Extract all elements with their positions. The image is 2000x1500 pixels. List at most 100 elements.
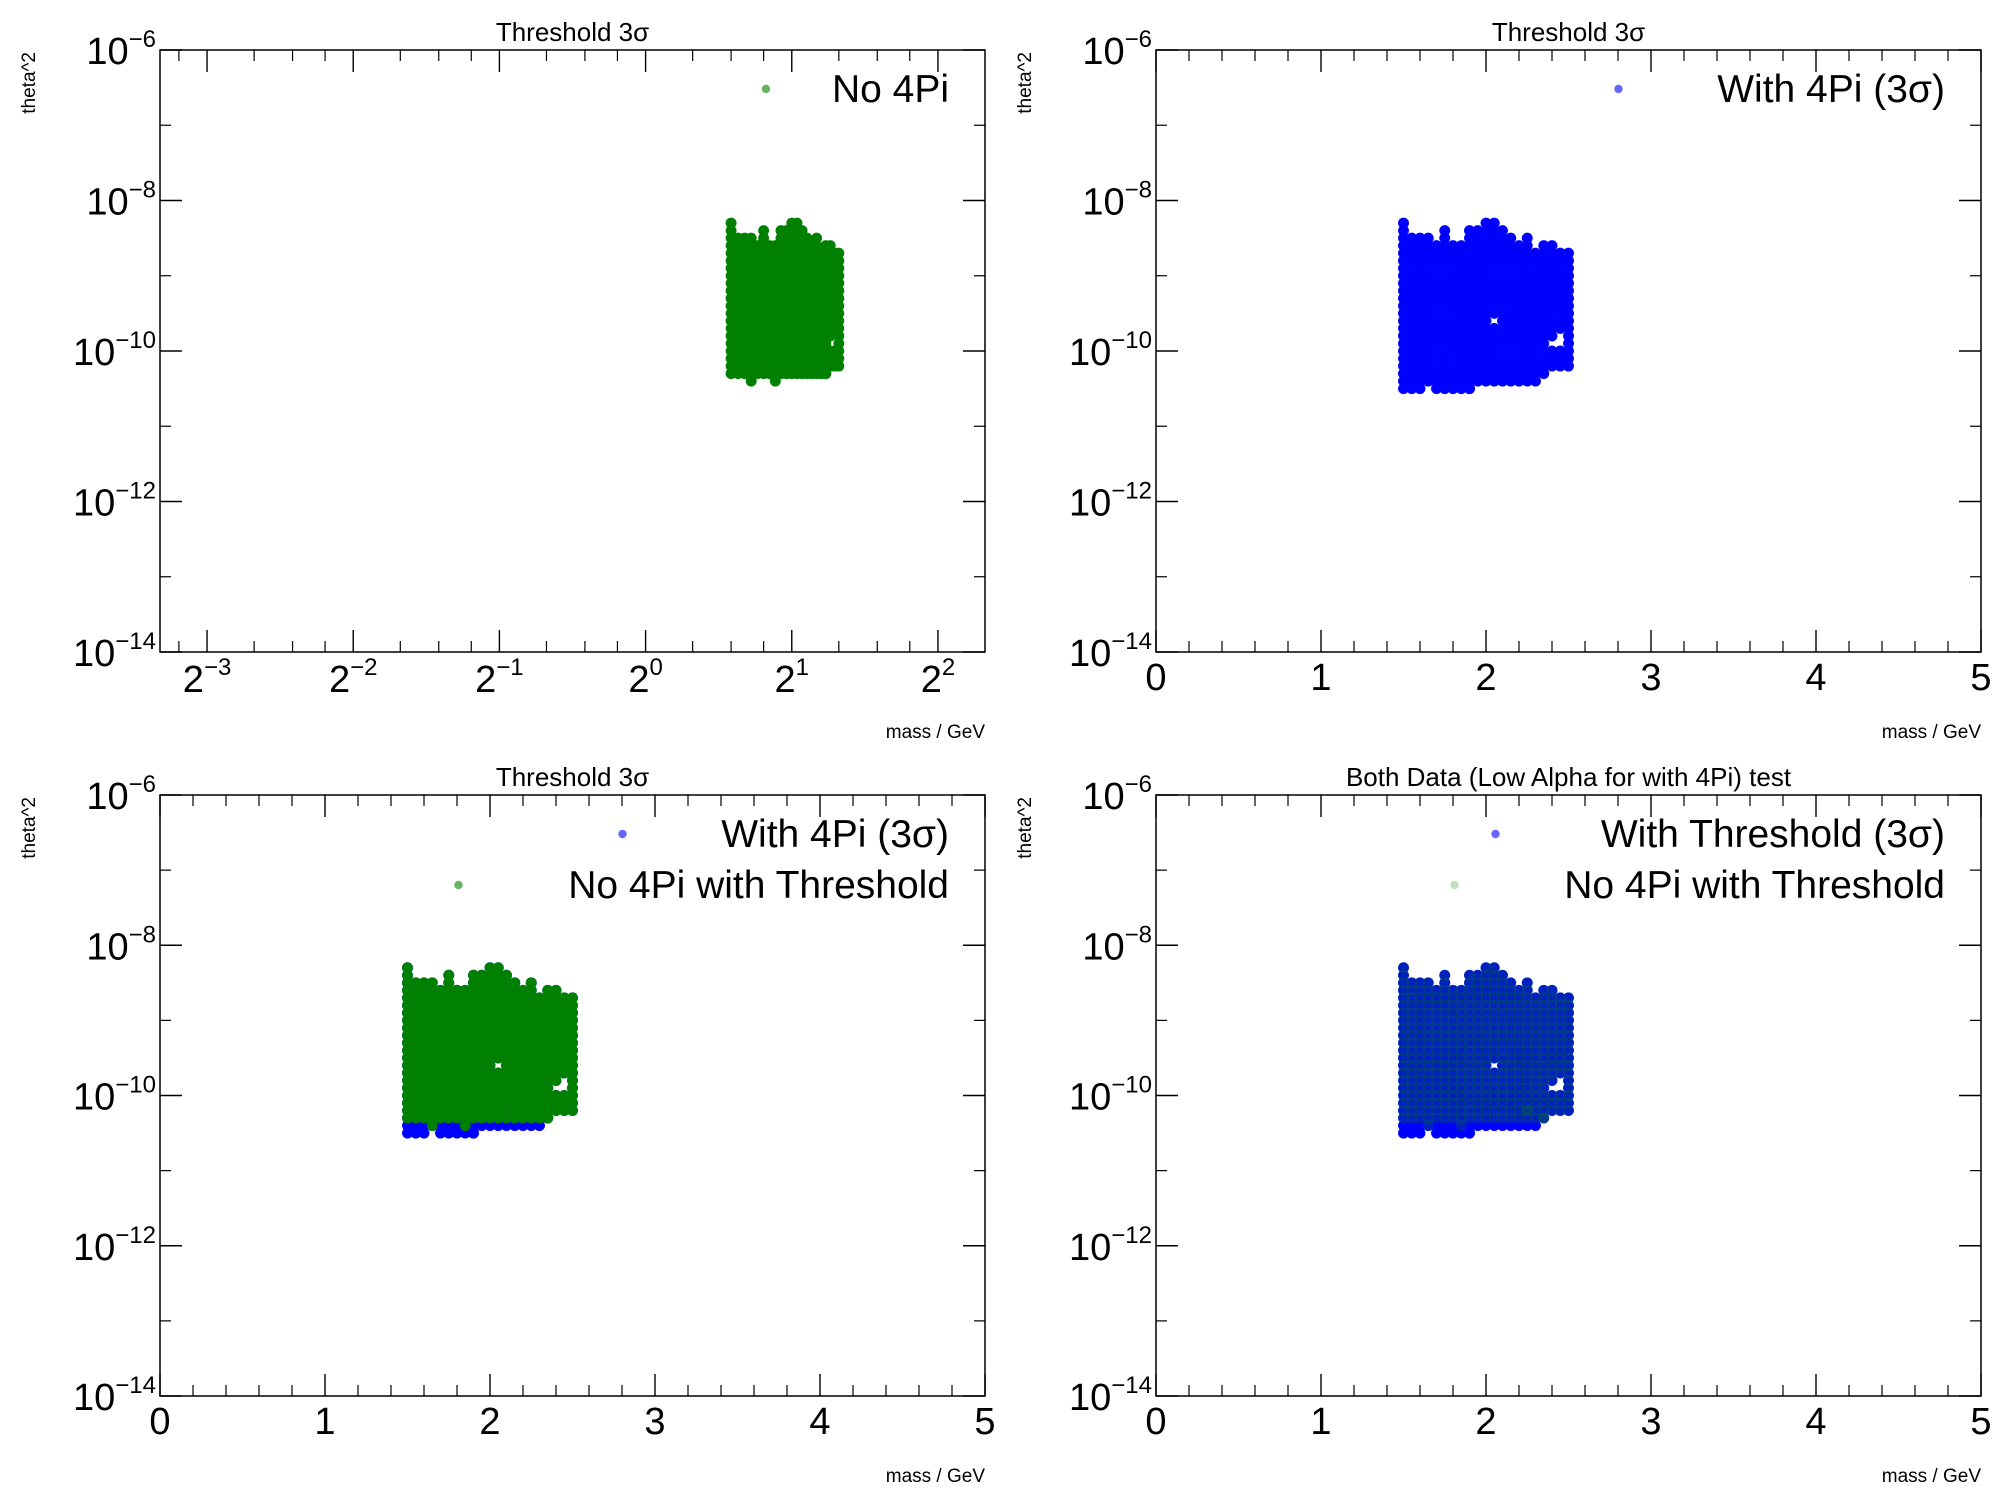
y-tick-label: 10−10 xyxy=(1069,1072,1152,1119)
series-2 xyxy=(401,962,578,1132)
tick-base: 2 xyxy=(329,659,350,701)
tick-base: 2 xyxy=(775,659,796,701)
tick-base: 2 xyxy=(1475,1401,1496,1443)
tick-base: 10 xyxy=(1069,1227,1111,1269)
tick-base: 3 xyxy=(1640,657,1661,699)
tick-base: 10 xyxy=(86,776,128,818)
series-1 xyxy=(725,217,845,387)
tick-base: 10 xyxy=(73,483,115,525)
tick-exponent: 2 xyxy=(942,654,955,681)
data-point xyxy=(1455,1120,1467,1132)
data-point xyxy=(725,217,737,229)
tick-base: 2 xyxy=(921,659,942,701)
legend-entry-label: With Threshold (3σ) xyxy=(1601,813,1945,856)
legend-marker xyxy=(454,880,463,890)
tick-base: 1 xyxy=(1310,1401,1331,1443)
data-point xyxy=(745,232,757,244)
tick-base: 4 xyxy=(1805,1401,1826,1443)
y-tick-label: 10−10 xyxy=(1069,327,1152,374)
tick-exponent: −12 xyxy=(1111,1222,1152,1249)
data-point xyxy=(459,1120,471,1132)
tick-base: 10 xyxy=(86,926,128,968)
tick-exponent: −10 xyxy=(115,327,156,354)
tick-exponent: −6 xyxy=(1125,26,1152,53)
legend-entry-label: No 4Pi with Threshold xyxy=(1564,864,1945,907)
tick-exponent: −8 xyxy=(1125,177,1152,204)
tick-exponent: −10 xyxy=(1111,1072,1152,1099)
y-tick-label: 10−14 xyxy=(1069,628,1152,675)
tick-exponent: −10 xyxy=(115,1072,156,1099)
tick-base: 10 xyxy=(86,31,128,73)
tick-base: 3 xyxy=(1640,1401,1661,1443)
x-axis-label: mass / GeV xyxy=(1882,722,1982,743)
legend-marker xyxy=(1450,880,1459,890)
legend-entry-label: With 4Pi (3σ) xyxy=(1717,68,1945,111)
y-tick-label: 10−14 xyxy=(1069,1372,1152,1419)
tick-exponent: −8 xyxy=(129,177,156,204)
data-point xyxy=(1398,962,1410,974)
tick-exponent: −12 xyxy=(115,478,156,505)
data-point xyxy=(1521,1105,1533,1117)
x-tick-label: 2 xyxy=(479,1401,500,1443)
legend-entry-label: With 4Pi (3σ) xyxy=(721,813,949,856)
data-point xyxy=(1398,217,1410,229)
legend-marker xyxy=(1491,829,1500,839)
tick-base: 10 xyxy=(1082,926,1124,968)
tick-base: 10 xyxy=(73,1227,115,1269)
tick-base: 10 xyxy=(86,182,128,224)
y-tick-label: 10−12 xyxy=(1069,478,1152,525)
tick-base: 0 xyxy=(1145,1401,1166,1443)
tick-base: 10 xyxy=(1082,31,1124,73)
data-point xyxy=(1521,977,1533,989)
x-tick-label: 2−3 xyxy=(183,654,232,701)
tick-exponent: −8 xyxy=(1125,921,1152,948)
series-1 xyxy=(1398,962,1575,1139)
data-point xyxy=(1422,977,1434,989)
data-point xyxy=(426,977,438,989)
tick-base: 4 xyxy=(809,1401,830,1443)
tick-base: 10 xyxy=(1082,776,1124,818)
data-point xyxy=(492,962,504,974)
data-point xyxy=(443,969,455,981)
x-tick-label: 1 xyxy=(1310,1401,1331,1443)
tick-exponent: −1 xyxy=(496,654,523,681)
legend-marker xyxy=(1614,84,1623,94)
data-point xyxy=(1488,217,1500,229)
legend-marker xyxy=(618,829,627,839)
y-tick-label: 10−14 xyxy=(73,1372,156,1419)
y-tick-label: 10−12 xyxy=(73,1222,156,1269)
data-point xyxy=(769,375,781,387)
tick-base: 10 xyxy=(73,633,115,675)
x-tick-label: 3 xyxy=(1640,657,1661,699)
tick-base: 0 xyxy=(1145,657,1166,699)
x-tick-label: 2−2 xyxy=(329,654,378,701)
data-point xyxy=(1521,232,1533,244)
tick-exponent: −14 xyxy=(115,628,156,655)
data-point xyxy=(1505,232,1517,244)
x-tick-label: 5 xyxy=(974,1401,995,1443)
data-point xyxy=(500,969,512,981)
tick-base: 3 xyxy=(644,1401,665,1443)
tick-base: 2 xyxy=(475,659,496,701)
data-point xyxy=(811,232,823,244)
y-axis-label: theta^2 xyxy=(1015,797,1036,859)
x-tick-label: 5 xyxy=(1970,1401,1991,1443)
legend-entry-label: No 4Pi xyxy=(832,68,949,111)
y-tick-label: 10−6 xyxy=(86,771,156,818)
tick-base: 5 xyxy=(974,1401,995,1443)
tick-base: 10 xyxy=(73,1077,115,1119)
data-point xyxy=(509,977,521,989)
data-point xyxy=(791,217,803,229)
data-point xyxy=(1497,225,1509,237)
x-tick-label: 4 xyxy=(1805,1401,1826,1443)
y-tick-label: 10−6 xyxy=(1082,771,1152,818)
data-point xyxy=(1398,962,1410,974)
x-tick-label: 3 xyxy=(1640,1401,1661,1443)
tick-base: 4 xyxy=(1805,657,1826,699)
tick-exponent: −6 xyxy=(129,26,156,53)
data-point xyxy=(525,977,537,989)
data-point xyxy=(1439,969,1451,981)
series-1 xyxy=(1398,217,1575,395)
tick-base: 2 xyxy=(1475,657,1496,699)
tick-base: 10 xyxy=(73,1377,115,1419)
